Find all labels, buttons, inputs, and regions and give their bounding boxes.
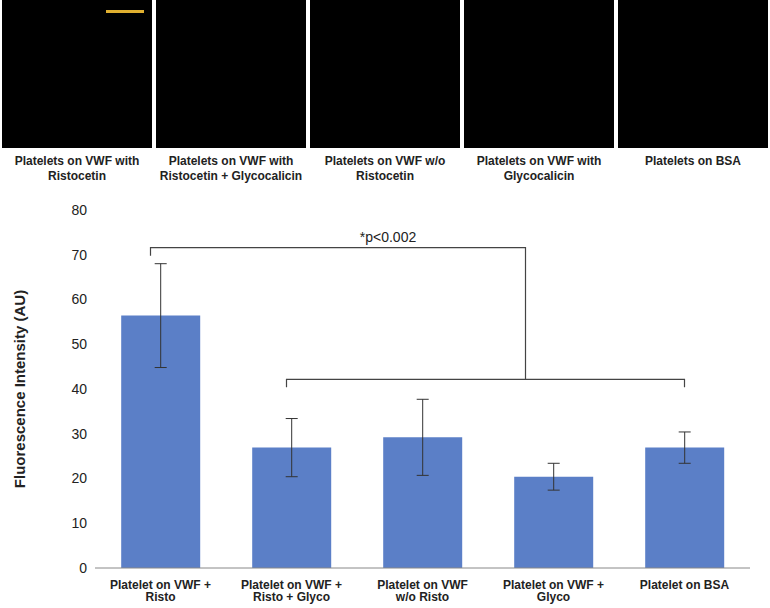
svg-text:Platelet on VWF +Risto: Platelet on VWF +Risto [110, 578, 211, 604]
svg-text:30: 30 [71, 426, 87, 442]
svg-text:0: 0 [79, 560, 87, 576]
html-text:Platelets on BSA: Platelets on BSA [645, 154, 741, 168]
svg-text:50: 50 [71, 336, 87, 352]
svg-text:Platelet on BSA: Platelet on BSA [640, 578, 730, 592]
svg-text:20: 20 [71, 470, 87, 486]
html-text:Platelets on VWF with Ristocet: Platelets on VWF with Ristocetin [14, 154, 140, 183]
svg-text:10: 10 [71, 515, 87, 531]
html-text:Platelets on VWF w/o Ristoceti: Platelets on VWF w/o Ristocetin [324, 154, 446, 183]
svg-text:60: 60 [71, 291, 87, 307]
svg-text:*p<0.002: *p<0.002 [360, 229, 417, 245]
svg-text:Platelet on VWF +Risto + Glyco: Platelet on VWF +Risto + Glyco [241, 578, 342, 604]
svg-text:70: 70 [71, 247, 87, 263]
svg-text:Fluorescence Intensity (AU): Fluorescence Intensity (AU) [11, 290, 28, 488]
svg-text:Platelet on VWF +Glyco: Platelet on VWF +Glyco [503, 578, 604, 604]
html-text:Platelets on VWF with Ristocet: Platelets on VWF with Ristocetin + Glyco… [159, 154, 303, 183]
svg-text:Platelet on VWFw/o Risto: Platelet on VWFw/o Risto [377, 578, 468, 604]
svg-text:40: 40 [71, 381, 87, 397]
html-text:Platelets on VWF with Glycocal: Platelets on VWF with Glycocalicin [476, 154, 602, 183]
svg-text:80: 80 [71, 202, 87, 218]
